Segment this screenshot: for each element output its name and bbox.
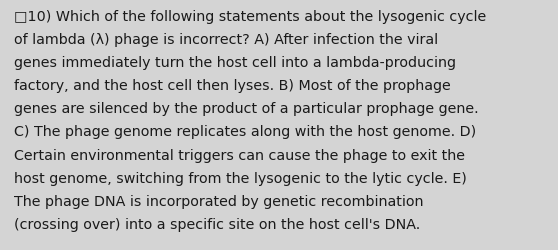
Text: Certain environmental triggers can cause the phage to exit the: Certain environmental triggers can cause… bbox=[14, 148, 465, 162]
Text: of lambda (λ) phage is incorrect? A) After infection the viral: of lambda (λ) phage is incorrect? A) Aft… bbox=[14, 33, 438, 47]
Text: genes immediately turn the host cell into a lambda-producing: genes immediately turn the host cell int… bbox=[14, 56, 456, 70]
Text: The phage DNA is incorporated by genetic recombination: The phage DNA is incorporated by genetic… bbox=[14, 194, 424, 208]
Text: C) The phage genome replicates along with the host genome. D): C) The phage genome replicates along wit… bbox=[14, 125, 476, 139]
Text: (crossing over) into a specific site on the host cell's DNA.: (crossing over) into a specific site on … bbox=[14, 217, 420, 231]
Text: host genome, switching from the lysogenic to the lytic cycle. E): host genome, switching from the lysogeni… bbox=[14, 171, 467, 185]
Text: factory, and the host cell then lyses. B) Most of the prophage: factory, and the host cell then lyses. B… bbox=[14, 79, 451, 93]
Text: genes are silenced by the product of a particular prophage gene.: genes are silenced by the product of a p… bbox=[14, 102, 479, 116]
Text: □10) Which of the following statements about the lysogenic cycle: □10) Which of the following statements a… bbox=[14, 10, 486, 24]
